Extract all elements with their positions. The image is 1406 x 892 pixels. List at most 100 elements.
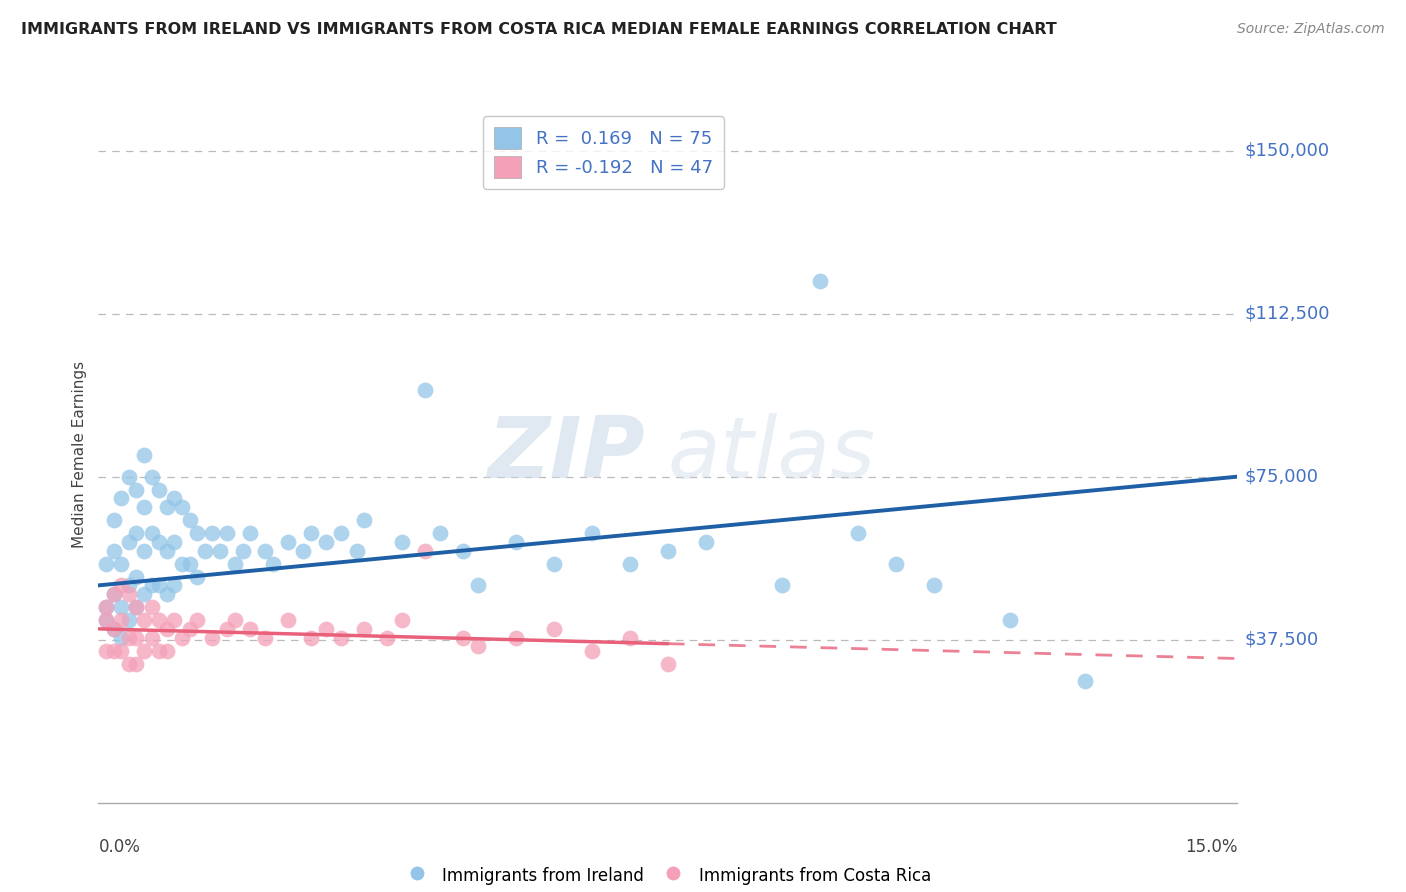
Point bbox=[118, 631, 141, 645]
Legend: Immigrants from Ireland, Immigrants from Costa Rica: Immigrants from Ireland, Immigrants from… bbox=[398, 858, 938, 892]
Point bbox=[125, 600, 148, 615]
Point bbox=[125, 657, 148, 671]
Point bbox=[156, 500, 179, 514]
Point bbox=[239, 622, 262, 636]
Point bbox=[543, 622, 565, 636]
Point bbox=[94, 600, 117, 615]
Point bbox=[581, 643, 603, 657]
Point bbox=[170, 631, 193, 645]
Point bbox=[201, 631, 224, 645]
Point bbox=[94, 613, 117, 627]
Point bbox=[156, 587, 179, 601]
Point bbox=[292, 543, 315, 558]
Point bbox=[201, 526, 224, 541]
Point bbox=[170, 557, 193, 571]
Point bbox=[299, 631, 322, 645]
Point bbox=[148, 534, 170, 549]
Point bbox=[118, 534, 141, 549]
Point bbox=[581, 526, 603, 541]
Point bbox=[224, 557, 246, 571]
Text: $112,500: $112,500 bbox=[1244, 304, 1330, 323]
Point bbox=[103, 543, 125, 558]
Point bbox=[110, 631, 132, 645]
Point bbox=[299, 526, 322, 541]
Point bbox=[224, 613, 246, 627]
Point bbox=[103, 643, 125, 657]
Point bbox=[808, 274, 831, 288]
Point bbox=[179, 557, 201, 571]
Point bbox=[330, 631, 353, 645]
Point bbox=[141, 631, 163, 645]
Point bbox=[186, 526, 208, 541]
Text: 15.0%: 15.0% bbox=[1185, 838, 1237, 856]
Point bbox=[346, 543, 368, 558]
Point bbox=[163, 534, 186, 549]
Point bbox=[103, 622, 125, 636]
Point bbox=[239, 526, 262, 541]
Point bbox=[156, 643, 179, 657]
Point bbox=[619, 557, 641, 571]
Point bbox=[141, 600, 163, 615]
Text: $37,500: $37,500 bbox=[1244, 631, 1319, 648]
Point bbox=[179, 622, 201, 636]
Point bbox=[217, 526, 239, 541]
Point bbox=[186, 570, 208, 584]
Point bbox=[179, 513, 201, 527]
Text: $150,000: $150,000 bbox=[1244, 142, 1330, 160]
Point bbox=[132, 613, 155, 627]
Text: ZIP: ZIP bbox=[488, 413, 645, 497]
Point bbox=[413, 383, 436, 397]
Point bbox=[132, 587, 155, 601]
Point bbox=[262, 557, 284, 571]
Point bbox=[505, 534, 527, 549]
Point bbox=[132, 543, 155, 558]
Point bbox=[254, 543, 277, 558]
Point bbox=[148, 483, 170, 497]
Point bbox=[429, 526, 451, 541]
Point bbox=[922, 578, 945, 592]
Point bbox=[315, 622, 337, 636]
Point bbox=[232, 543, 254, 558]
Point bbox=[884, 557, 907, 571]
Point bbox=[170, 500, 193, 514]
Point bbox=[467, 578, 489, 592]
Point bbox=[375, 631, 398, 645]
Point bbox=[413, 543, 436, 558]
Point bbox=[208, 543, 231, 558]
Point bbox=[94, 613, 117, 627]
Point bbox=[110, 600, 132, 615]
Text: 0.0%: 0.0% bbox=[98, 838, 141, 856]
Point bbox=[467, 639, 489, 653]
Point bbox=[770, 578, 793, 592]
Point bbox=[217, 622, 239, 636]
Point bbox=[141, 578, 163, 592]
Point bbox=[110, 578, 132, 592]
Point bbox=[110, 557, 132, 571]
Point bbox=[103, 587, 125, 601]
Point bbox=[125, 600, 148, 615]
Point bbox=[103, 622, 125, 636]
Text: Source: ZipAtlas.com: Source: ZipAtlas.com bbox=[1237, 22, 1385, 37]
Point bbox=[125, 526, 148, 541]
Point bbox=[94, 600, 117, 615]
Point bbox=[505, 631, 527, 645]
Point bbox=[391, 534, 413, 549]
Point bbox=[141, 526, 163, 541]
Point bbox=[94, 557, 117, 571]
Point bbox=[353, 513, 375, 527]
Point bbox=[118, 469, 141, 483]
Point bbox=[186, 613, 208, 627]
Point bbox=[148, 613, 170, 627]
Point bbox=[619, 631, 641, 645]
Point bbox=[1074, 674, 1097, 689]
Point bbox=[118, 657, 141, 671]
Point bbox=[118, 578, 141, 592]
Point bbox=[110, 613, 132, 627]
Point bbox=[277, 613, 299, 627]
Point bbox=[543, 557, 565, 571]
Point bbox=[277, 534, 299, 549]
Point bbox=[163, 578, 186, 592]
Point bbox=[695, 534, 717, 549]
Point bbox=[94, 643, 117, 657]
Point bbox=[132, 500, 155, 514]
